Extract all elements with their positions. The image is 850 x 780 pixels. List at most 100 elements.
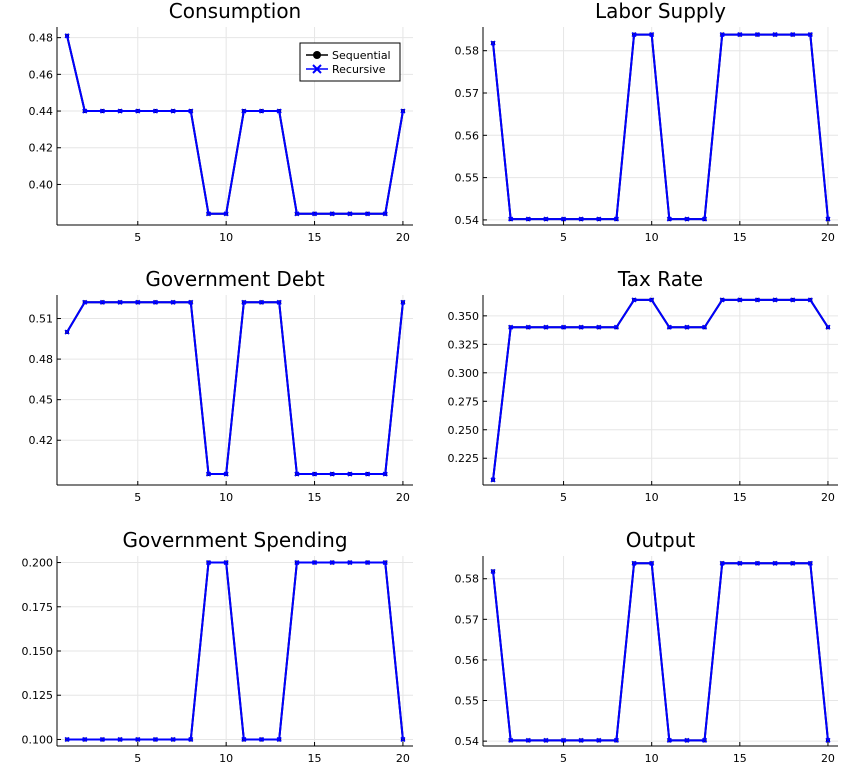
data-point <box>719 297 725 303</box>
data-point <box>82 736 88 743</box>
data-point <box>400 299 406 305</box>
y-tick-label: 0.56 <box>455 654 480 667</box>
data-point <box>135 299 141 305</box>
data-point <box>578 737 584 743</box>
data-point <box>702 216 708 222</box>
data-point <box>64 329 70 335</box>
y-tick-label: 0.40 <box>29 178 54 191</box>
subplot-consumption: 5 10 15 20 0.40 0.42 0.44 0.46 0.48 Consumption Se… <box>29 0 413 244</box>
data-point <box>613 324 619 330</box>
x-tick-label: 5 <box>560 231 567 244</box>
data-point <box>241 299 247 305</box>
subplot-labor-supply: 5 10 15 20 0.54 0.55 0.56 0.57 0.58 Labor Supply <box>455 0 838 244</box>
data-point <box>508 216 514 222</box>
data-point <box>772 32 778 38</box>
data-point <box>170 299 176 305</box>
data-point <box>807 297 813 303</box>
data-point <box>790 297 796 303</box>
data-point <box>543 324 549 330</box>
x-tick-label: 5 <box>560 491 567 504</box>
data-point <box>365 211 371 217</box>
data-point <box>170 736 176 743</box>
x-tick-label: 15 <box>308 231 322 244</box>
data-point <box>223 471 229 477</box>
data-point <box>329 559 335 566</box>
y-tick-label: 0.58 <box>455 45 480 58</box>
data-point <box>560 737 567 743</box>
x-tick-label: 20 <box>821 752 835 765</box>
x-tick-label: 10 <box>645 752 659 765</box>
y-tick-label: 0.54 <box>455 214 480 227</box>
data-point <box>152 299 159 305</box>
series-recursive <box>64 33 406 217</box>
data-point <box>329 471 335 477</box>
data-point <box>719 32 725 38</box>
data-point <box>525 216 531 222</box>
y-tick-label: 0.325 <box>448 338 480 351</box>
data-point <box>276 299 282 305</box>
data-point <box>772 560 778 566</box>
data-point <box>772 297 778 303</box>
x-tick-label: 15 <box>733 752 747 765</box>
data-point <box>82 108 88 114</box>
data-point <box>825 324 831 330</box>
data-point <box>684 737 690 743</box>
y-tick-label: 0.100 <box>22 733 54 746</box>
data-point <box>347 559 353 566</box>
data-point <box>205 211 212 217</box>
series-recursive <box>64 559 406 743</box>
subplot-title: Government Spending <box>122 528 347 552</box>
y-tick-label: 0.42 <box>29 142 54 155</box>
series-recursive <box>490 560 831 743</box>
data-point <box>400 108 406 114</box>
series-sequential <box>491 297 830 482</box>
data-point <box>99 736 105 743</box>
data-point <box>99 299 105 305</box>
data-point <box>490 568 496 574</box>
data-point <box>737 297 743 303</box>
y-tick-label: 0.48 <box>29 32 54 45</box>
data-point <box>258 736 265 743</box>
subplot-government-debt: 5 10 15 20 0.42 0.45 0.48 0.51 Government Debt <box>29 267 413 504</box>
legend-marker <box>313 51 321 59</box>
data-point <box>311 471 318 477</box>
subplot-tax-rate: 5 10 15 20 0.225 0.250 0.275 0.300 0.325 0.350 Tax… <box>448 267 838 504</box>
data-point <box>666 324 672 330</box>
series-recursive <box>490 32 831 222</box>
data-point <box>382 471 388 477</box>
subplot-title: Consumption <box>169 0 301 23</box>
data-point <box>223 559 229 566</box>
series-line <box>492 298 829 480</box>
y-tick-label: 0.54 <box>455 735 480 748</box>
legend-box <box>299 42 401 82</box>
data-point <box>347 471 353 477</box>
y-tick-label: 0.225 <box>448 452 480 465</box>
data-point <box>825 216 831 222</box>
x-tick-label: 20 <box>821 491 835 504</box>
data-point <box>666 216 672 222</box>
x-tick-label: 15 <box>733 491 747 504</box>
x-tick-label: 5 <box>560 752 567 765</box>
data-point <box>205 471 212 477</box>
data-point <box>525 324 531 330</box>
subplot-title: Output <box>626 528 696 552</box>
legend-entry-sequential: Sequential <box>306 49 391 62</box>
data-point <box>578 216 584 222</box>
data-point <box>82 299 88 305</box>
series-line <box>66 35 404 215</box>
y-tick-label: 0.350 <box>448 310 480 323</box>
data-point <box>737 32 743 38</box>
data-point <box>525 737 531 743</box>
data-point <box>490 477 496 483</box>
data-point <box>258 299 265 305</box>
data-point <box>684 324 690 330</box>
x-tick-label: 10 <box>645 491 659 504</box>
series-line <box>66 301 404 476</box>
y-tick-label: 0.56 <box>455 129 480 142</box>
legend-label: Sequential <box>332 49 391 62</box>
data-point <box>258 108 265 114</box>
x-tick-label: 15 <box>733 231 747 244</box>
data-point <box>365 559 371 566</box>
data-point <box>276 736 282 743</box>
